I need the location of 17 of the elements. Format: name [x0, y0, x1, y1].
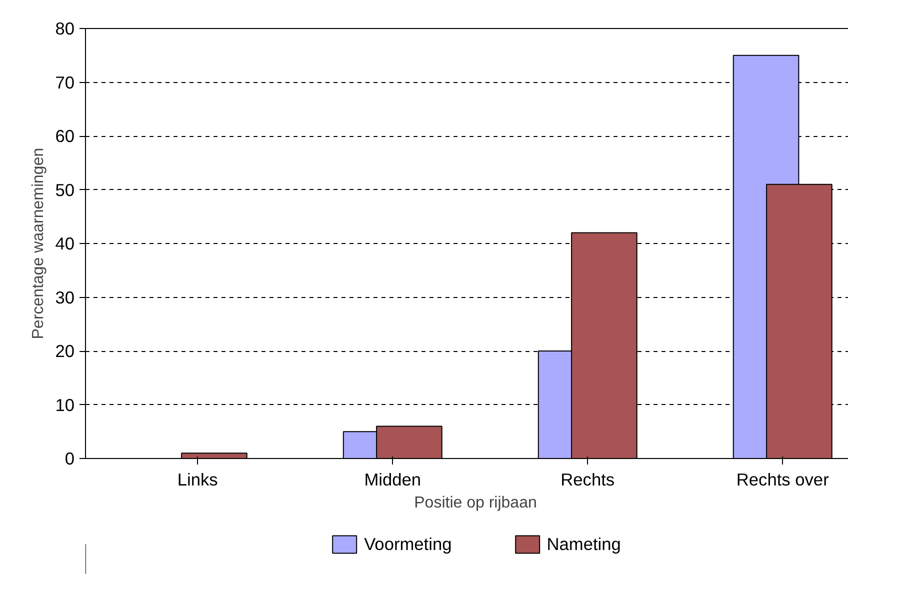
y-tick-label: 70	[55, 72, 75, 92]
x-tick-label: Midden	[364, 470, 422, 490]
x-tick-label: Rechts	[560, 470, 615, 490]
y-tick-label: 40	[55, 234, 75, 254]
x-tick-label: Rechts over	[736, 470, 830, 490]
x-axis-title: Positie op rijbaan	[414, 494, 537, 512]
y-tick-label: 50	[55, 180, 75, 200]
legend-label: Voormeting	[364, 534, 452, 554]
x-tick-label: Links	[177, 470, 218, 490]
y-tick-label: 20	[55, 341, 75, 361]
y-tick-label: 80	[55, 18, 75, 38]
y-axis-title: Percentage waarnemingen	[30, 148, 48, 340]
y-tick-label: 60	[55, 126, 75, 146]
legend-label: Nameting	[546, 534, 621, 554]
y-tick-label: 0	[64, 448, 75, 468]
y-tick-label: 10	[55, 394, 75, 415]
y-tick-label: 30	[55, 287, 75, 308]
